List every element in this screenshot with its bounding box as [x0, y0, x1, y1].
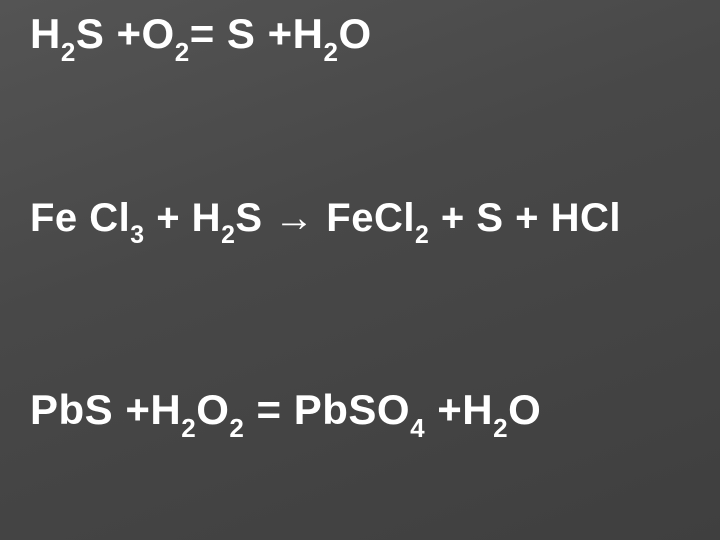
equation-2: Fe Cl3 + H2S → FeCl2 + S + HCl: [30, 196, 621, 247]
subscript: 4: [410, 413, 425, 443]
subscript: 2: [415, 222, 429, 249]
subscript: 2: [229, 413, 244, 443]
subscript: 2: [181, 413, 196, 443]
subscript: 2: [221, 222, 235, 249]
equation-1: H2S +O2= S +H2O: [30, 10, 372, 64]
formula-text: S: [235, 196, 274, 240]
subscript: 2: [493, 413, 508, 443]
subscript: 2: [61, 37, 76, 67]
formula-text: Fe Cl: [30, 196, 130, 240]
formula-text: O: [508, 386, 541, 433]
equation-3: PbS +H2O2 = PbSO4 +H2O: [30, 386, 541, 440]
formula-text: H: [30, 10, 61, 57]
formula-text: S +O: [76, 10, 175, 57]
formula-text: = S +H: [190, 10, 324, 57]
subscript: 2: [175, 37, 190, 67]
subscript: 3: [130, 222, 144, 249]
formula-text: + S + HCl: [429, 196, 621, 240]
formula-text: + H: [145, 196, 221, 240]
formula-text: FeCl: [315, 196, 415, 240]
formula-text: PbS +H: [30, 386, 181, 433]
slide: H2S +O2= S +H2O Fe Cl3 + H2S → FeCl2 + S…: [0, 0, 720, 540]
subscript: 2: [323, 37, 338, 67]
formula-text: = PbSO: [244, 386, 410, 433]
arrow-symbol: →: [274, 196, 315, 240]
formula-text: O: [338, 10, 371, 57]
formula-text: +H: [425, 386, 493, 433]
formula-text: O: [196, 386, 229, 433]
